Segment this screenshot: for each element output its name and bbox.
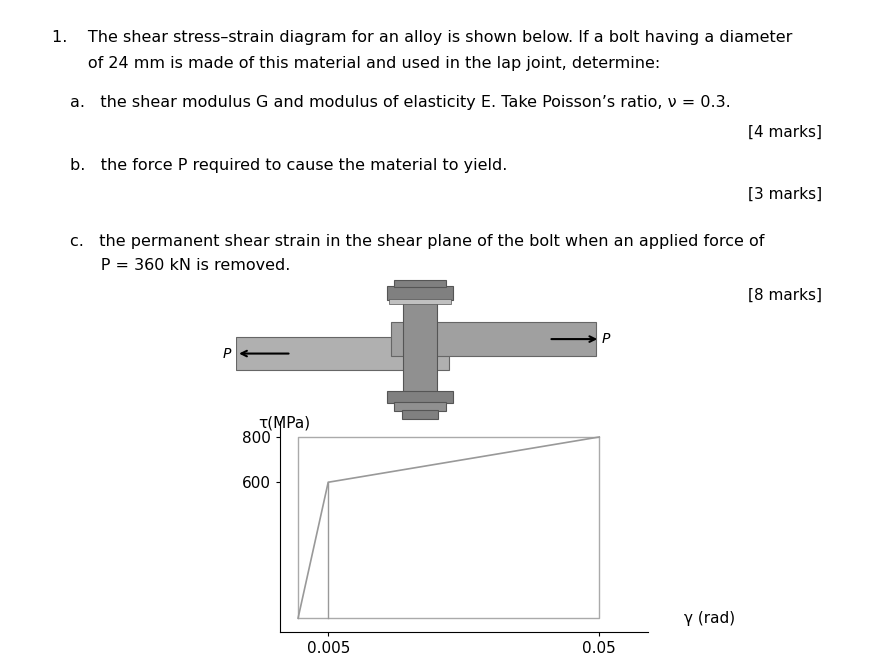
Text: [3 marks]: [3 marks] [748, 187, 822, 202]
Text: of 24 mm is made of this material and used in the lap joint, determine:: of 24 mm is made of this material and us… [52, 56, 661, 71]
Text: P = 360 kN is removed.: P = 360 kN is removed. [70, 258, 290, 273]
Text: a.   the shear modulus G and modulus of elasticity E. Take Poisson’s ratio, ν = : a. the shear modulus G and modulus of el… [70, 95, 731, 111]
Text: τ(MPa): τ(MPa) [258, 416, 311, 431]
Text: c.   the permanent shear strain in the shear plane of the bolt when an applied f: c. the permanent shear strain in the she… [70, 234, 765, 249]
Bar [388, 299, 452, 304]
Bar [395, 280, 445, 287]
Bar [402, 411, 438, 418]
Bar [387, 286, 453, 301]
Bar [387, 391, 453, 403]
Text: b.   the force P required to cause the material to yield.: b. the force P required to cause the mat… [70, 158, 507, 173]
Text: P: P [602, 332, 610, 346]
Bar [390, 322, 597, 356]
Text: [4 marks]: [4 marks] [748, 125, 822, 140]
Text: [8 marks]: [8 marks] [748, 288, 822, 303]
Bar [395, 402, 445, 411]
Text: γ (rad): γ (rad) [683, 611, 735, 626]
Bar [236, 337, 450, 370]
Text: 1.    The shear stress–strain diagram for an alloy is shown below. If a bolt hav: 1. The shear stress–strain diagram for a… [52, 30, 793, 45]
Text: P: P [222, 347, 231, 361]
Bar [403, 295, 437, 392]
